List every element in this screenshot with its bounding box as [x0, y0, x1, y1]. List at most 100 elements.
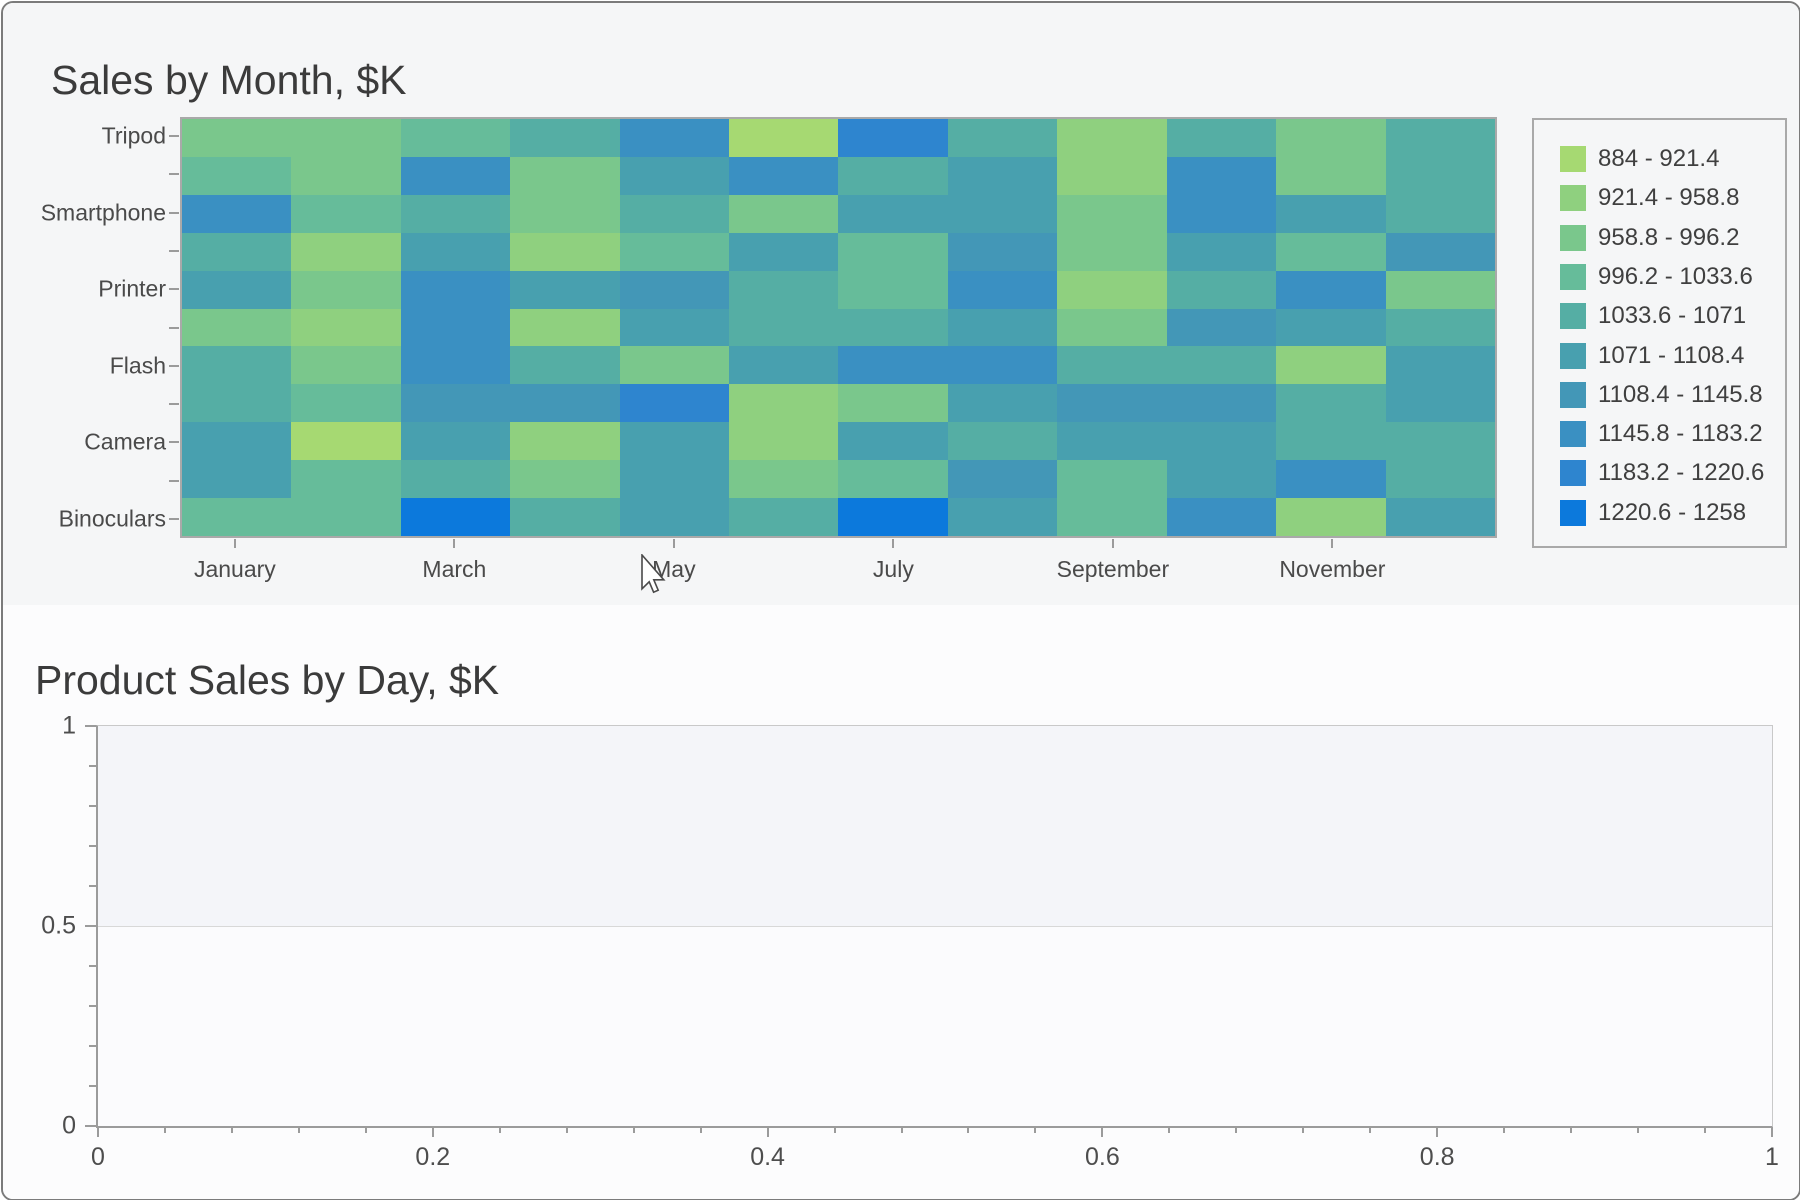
heatmap-cell[interactable] — [291, 422, 401, 461]
heatmap-cell[interactable] — [1166, 422, 1277, 461]
heatmap-cell[interactable] — [1057, 460, 1167, 499]
heatmap-cell[interactable] — [619, 119, 730, 157]
heatmap-cell[interactable] — [1057, 308, 1167, 347]
legend-item[interactable]: 884 - 921.4 — [1560, 145, 1719, 172]
heatmap-cell[interactable] — [291, 232, 401, 271]
heatmap-cell[interactable] — [182, 308, 292, 347]
heatmap-cell[interactable] — [400, 156, 511, 195]
heatmap-cell[interactable] — [619, 346, 730, 385]
heatmap-cell[interactable] — [838, 460, 948, 499]
heatmap-cell[interactable] — [1385, 460, 1495, 499]
heatmap-cell[interactable] — [619, 156, 730, 195]
heatmap-cell[interactable] — [1276, 422, 1386, 461]
heatmap-cell[interactable] — [947, 156, 1058, 195]
heatmap-cell[interactable] — [1057, 422, 1167, 461]
heatmap-cell[interactable] — [1057, 232, 1167, 271]
heatmap-cell[interactable] — [1385, 194, 1495, 233]
heatmap-cell[interactable] — [510, 498, 620, 536]
heatmap-cell[interactable] — [1385, 232, 1495, 271]
heatmap-cell[interactable] — [1385, 384, 1495, 423]
heatmap-cell[interactable] — [729, 422, 839, 461]
heatmap-cell[interactable] — [510, 270, 620, 309]
heatmap-cell[interactable] — [510, 119, 620, 157]
heatmap-cell[interactable] — [1166, 119, 1277, 157]
heatmap-cell[interactable] — [1276, 308, 1386, 347]
heatmap-cell[interactable] — [1166, 346, 1277, 385]
heatmap-cell[interactable] — [1166, 308, 1277, 347]
heatmap-cell[interactable] — [1276, 270, 1386, 309]
heatmap-cell[interactable] — [182, 270, 292, 309]
heatmap-cell[interactable] — [729, 156, 839, 195]
heatmap-cell[interactable] — [400, 460, 511, 499]
heatmap-cell[interactable] — [400, 384, 511, 423]
heatmap-cell[interactable] — [729, 384, 839, 423]
heatmap-cell[interactable] — [1385, 498, 1495, 536]
heatmap-cell[interactable] — [510, 384, 620, 423]
heatmap-cell[interactable] — [182, 232, 292, 271]
heatmap-cell[interactable] — [619, 270, 730, 309]
heatmap-cell[interactable] — [838, 119, 948, 157]
heatmap-cell[interactable] — [1385, 270, 1495, 309]
heatmap-cell[interactable] — [838, 270, 948, 309]
heatmap-cell[interactable] — [291, 384, 401, 423]
day-chart-plot-area[interactable] — [96, 725, 1773, 1128]
legend-item[interactable]: 1220.6 - 1258 — [1560, 499, 1746, 526]
heatmap-cell[interactable] — [729, 498, 839, 536]
heatmap-cell[interactable] — [619, 460, 730, 499]
heatmap-cell[interactable] — [729, 194, 839, 233]
heatmap-cell[interactable] — [400, 232, 511, 271]
heatmap-cell[interactable] — [182, 346, 292, 385]
heatmap-cell[interactable] — [510, 460, 620, 499]
heatmap-cell[interactable] — [510, 346, 620, 385]
heatmap-cell[interactable] — [510, 422, 620, 461]
heatmap-cell[interactable] — [1057, 346, 1167, 385]
heatmap-cell[interactable] — [1385, 119, 1495, 157]
legend-item[interactable]: 1183.2 - 1220.6 — [1560, 459, 1764, 487]
heatmap-cell[interactable] — [1057, 194, 1167, 233]
heatmap-cell[interactable] — [1385, 308, 1495, 347]
heatmap-cell[interactable] — [1276, 119, 1386, 157]
heatmap-cell[interactable] — [510, 308, 620, 347]
heatmap-cell[interactable] — [1166, 498, 1277, 536]
legend-item[interactable]: 1108.4 - 1145.8 — [1560, 381, 1763, 408]
heatmap-cell[interactable] — [1385, 346, 1495, 385]
heatmap-cell[interactable] — [291, 460, 401, 499]
heatmap-cell[interactable] — [400, 498, 511, 536]
heatmap-cell[interactable] — [182, 498, 292, 536]
heatmap-cell[interactable] — [1057, 498, 1167, 536]
heatmap-cell[interactable] — [182, 384, 292, 423]
heatmap-cell[interactable] — [291, 308, 401, 347]
heatmap-cell[interactable] — [947, 498, 1058, 536]
heatmap-cell[interactable] — [838, 194, 948, 233]
legend-item[interactable]: 958.8 - 996.2 — [1560, 224, 1739, 251]
heatmap-cell[interactable] — [400, 308, 511, 347]
heatmap-cell[interactable] — [510, 156, 620, 195]
heatmap-cell[interactable] — [182, 194, 292, 233]
heatmap-cell[interactable] — [1276, 156, 1386, 195]
heatmap-cell[interactable] — [947, 384, 1058, 423]
heatmap-cell[interactable] — [838, 384, 948, 423]
heatmap-cell[interactable] — [729, 232, 839, 271]
heatmap-cell[interactable] — [729, 270, 839, 309]
heatmap-cell[interactable] — [838, 346, 948, 385]
heatmap-cell[interactable] — [947, 346, 1058, 385]
heatmap-cell[interactable] — [838, 156, 948, 195]
legend-item[interactable]: 1145.8 - 1183.2 — [1560, 420, 1763, 448]
heatmap-cell[interactable] — [291, 194, 401, 233]
heatmap-cell[interactable] — [400, 270, 511, 309]
heatmap-cell[interactable] — [400, 346, 511, 385]
heatmap-cell[interactable] — [947, 422, 1058, 461]
heatmap-cell[interactable] — [729, 346, 839, 385]
heatmap-cell[interactable] — [1276, 460, 1386, 499]
heatmap-cell[interactable] — [1276, 384, 1386, 423]
heatmap-cell[interactable] — [1057, 119, 1167, 157]
heatmap-cell[interactable] — [291, 119, 401, 157]
heatmap-cell[interactable] — [619, 308, 730, 347]
heatmap-cell[interactable] — [510, 232, 620, 271]
legend-item[interactable]: 1071 - 1108.4 — [1560, 342, 1744, 369]
heatmap-cell[interactable] — [291, 156, 401, 195]
heatmap-plot-area[interactable] — [180, 117, 1497, 538]
heatmap-cell[interactable] — [619, 384, 730, 423]
heatmap-cell[interactable] — [729, 460, 839, 499]
heatmap-cell[interactable] — [1057, 156, 1167, 195]
